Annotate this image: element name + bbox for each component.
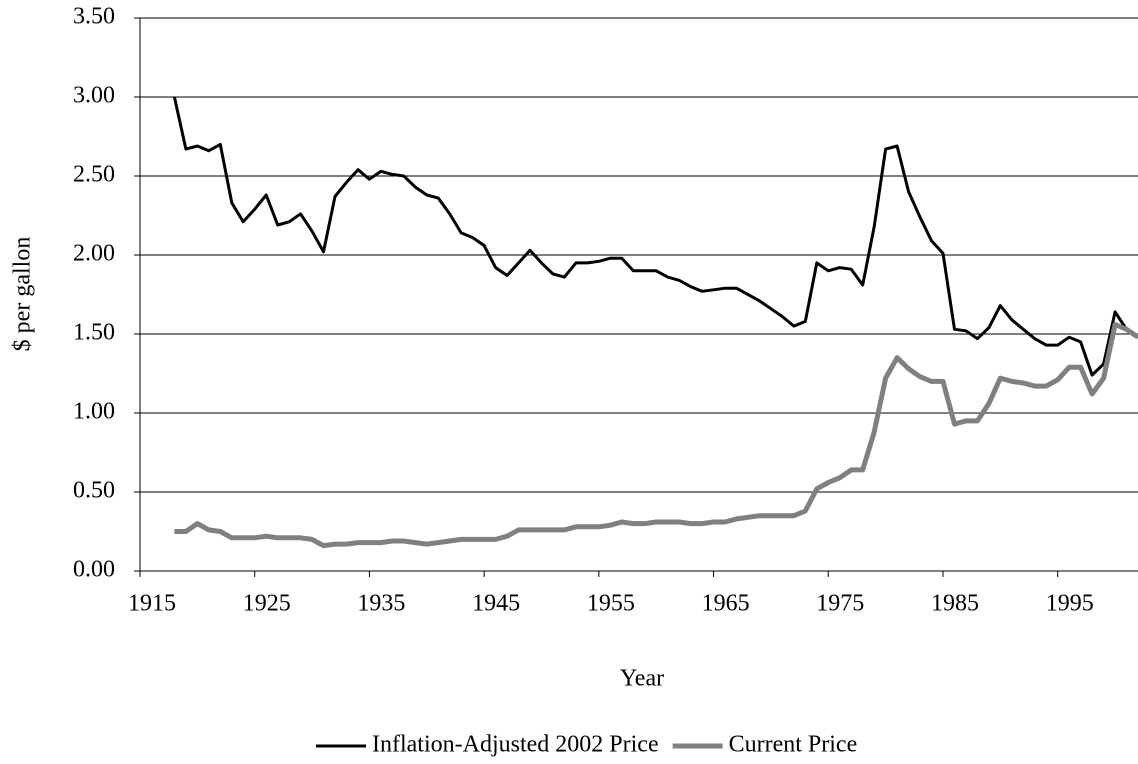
- legend-label: Inflation-Adjusted 2002 Price: [372, 732, 659, 758]
- x-tick-label: 1935: [357, 591, 405, 617]
- y-tick-label: 3.00: [73, 83, 115, 109]
- y-tick-label: 3.50: [73, 4, 115, 30]
- series-line: [172, 96, 1138, 377]
- y-axis-label: $ per gallon: [10, 237, 36, 352]
- y-tick-label: 2.00: [73, 241, 115, 267]
- x-tick-label: 1915: [128, 591, 176, 617]
- legend-label: Current Price: [729, 732, 858, 758]
- y-tick-label: 1.00: [73, 399, 115, 425]
- x-tick-label: 1985: [931, 591, 979, 617]
- x-tick-label: 1945: [472, 591, 520, 617]
- y-tick-label: 2.50: [73, 162, 115, 188]
- series-line: [174, 322, 1138, 549]
- x-tick-label: 1975: [816, 591, 864, 617]
- x-tick-label: 1965: [702, 591, 750, 617]
- x-tick-label: 1925: [243, 591, 291, 617]
- x-tick-label: 1995: [1046, 591, 1094, 617]
- y-tick-label: 0.00: [73, 557, 115, 583]
- x-axis-label: Year: [620, 666, 664, 692]
- y-tick-label: 1.50: [73, 320, 115, 346]
- x-tick-label: 1955: [587, 591, 635, 617]
- y-tick-label: 0.50: [73, 478, 115, 504]
